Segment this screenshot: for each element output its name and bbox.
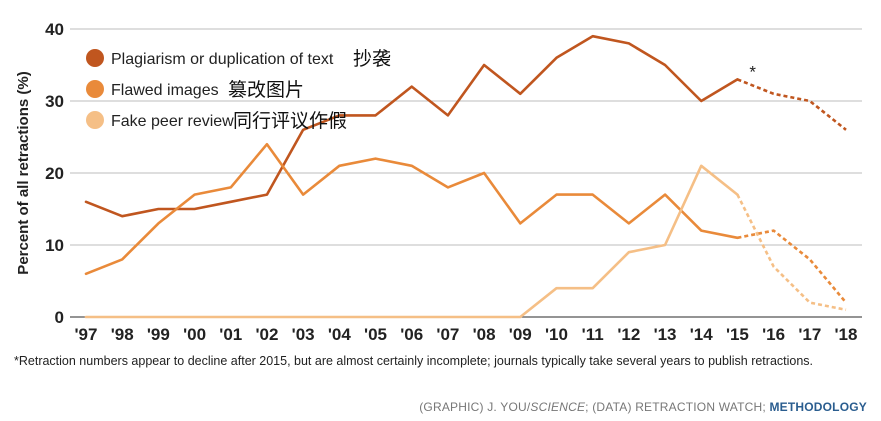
- series-line-solid-2: [84, 164, 739, 319]
- x-tick-label: '02: [255, 325, 278, 344]
- x-tick-label: '11: [582, 325, 604, 344]
- x-tick-label: '97: [75, 325, 98, 344]
- legend-swatch: [86, 80, 104, 98]
- x-tick-label: '07: [436, 325, 459, 344]
- legend-swatch: [86, 49, 104, 67]
- y-tick-label: 30: [45, 92, 64, 111]
- credit-publication: SCIENCE: [530, 400, 586, 414]
- x-tick-label: '08: [473, 325, 496, 344]
- annotation-asterisk: *: [749, 62, 756, 81]
- legend-label-cn: 同行评议作假: [233, 110, 347, 132]
- x-tick-label: '14: [690, 325, 713, 344]
- x-tick-label: '01: [219, 325, 242, 344]
- x-tick-label: '13: [654, 325, 677, 344]
- y-tick-label: 10: [45, 236, 64, 255]
- series-line-dashed-2: [736, 194, 847, 312]
- legend-label-cn: 篡改图片: [228, 79, 304, 101]
- y-tick-label: 0: [55, 308, 64, 327]
- line-chart: 0 10 20 30 40 Percent of all retractions (%)…: [15, 20, 862, 344]
- series-lines: [84, 34, 847, 319]
- x-tick-label: '06: [400, 325, 423, 344]
- x-tick-label: '05: [364, 325, 387, 344]
- y-axis-ticks: 0 10 20 30 40: [45, 20, 64, 327]
- credit-data: ; (DATA) RETRACTION WATCH;: [585, 400, 770, 414]
- x-tick-label: '03: [292, 325, 315, 344]
- legend-label: Fake peer review: [111, 113, 234, 130]
- annotations: *: [749, 62, 756, 81]
- y-axis-label: Percent of all retractions (%): [15, 71, 32, 274]
- gridlines: [70, 28, 862, 318]
- legend-swatch: [86, 111, 104, 129]
- x-tick-label: '00: [183, 325, 206, 344]
- legend-label-cn: 抄袭: [353, 48, 391, 70]
- x-tick-label: '04: [328, 325, 351, 344]
- x-tick-label: '18: [835, 325, 858, 344]
- series-line-dashed-0: [736, 78, 847, 131]
- x-tick-label: '10: [545, 325, 568, 344]
- credit-graphic: (GRAPHIC) J. YOU/: [419, 400, 531, 414]
- footnote: *Retraction numbers appear to decline af…: [14, 354, 814, 368]
- methodology-link[interactable]: METHODOLOGY: [769, 400, 867, 414]
- x-tick-label: '17: [798, 325, 821, 344]
- y-tick-label: 40: [45, 20, 64, 39]
- legend-label: Plagiarism or duplication of text: [111, 51, 334, 68]
- credit-line: (GRAPHIC) J. YOU/SCIENCE; (DATA) RETRACT…: [419, 400, 867, 414]
- series-line-dashed-1: [737, 229, 847, 304]
- x-tick-label: '15: [726, 325, 749, 344]
- y-tick-label: 20: [45, 164, 64, 183]
- x-tick-label: '99: [147, 325, 170, 344]
- x-axis-ticks: '97 '98 '99 '00 '01 '02 '03 '04 '05 '06 '07 '08 '09 '…: [75, 325, 858, 344]
- x-tick-label: '98: [111, 325, 134, 344]
- legend: Plagiarism or duplication of text 抄袭 Flawe…: [86, 48, 391, 132]
- series-line-solid-0: [84, 34, 739, 218]
- x-tick-label: '16: [762, 325, 785, 344]
- x-tick-label: '09: [509, 325, 532, 344]
- x-tick-label: '12: [617, 325, 640, 344]
- series-line-solid-1: [84, 142, 739, 276]
- legend-label: Flawed images: [111, 82, 219, 99]
